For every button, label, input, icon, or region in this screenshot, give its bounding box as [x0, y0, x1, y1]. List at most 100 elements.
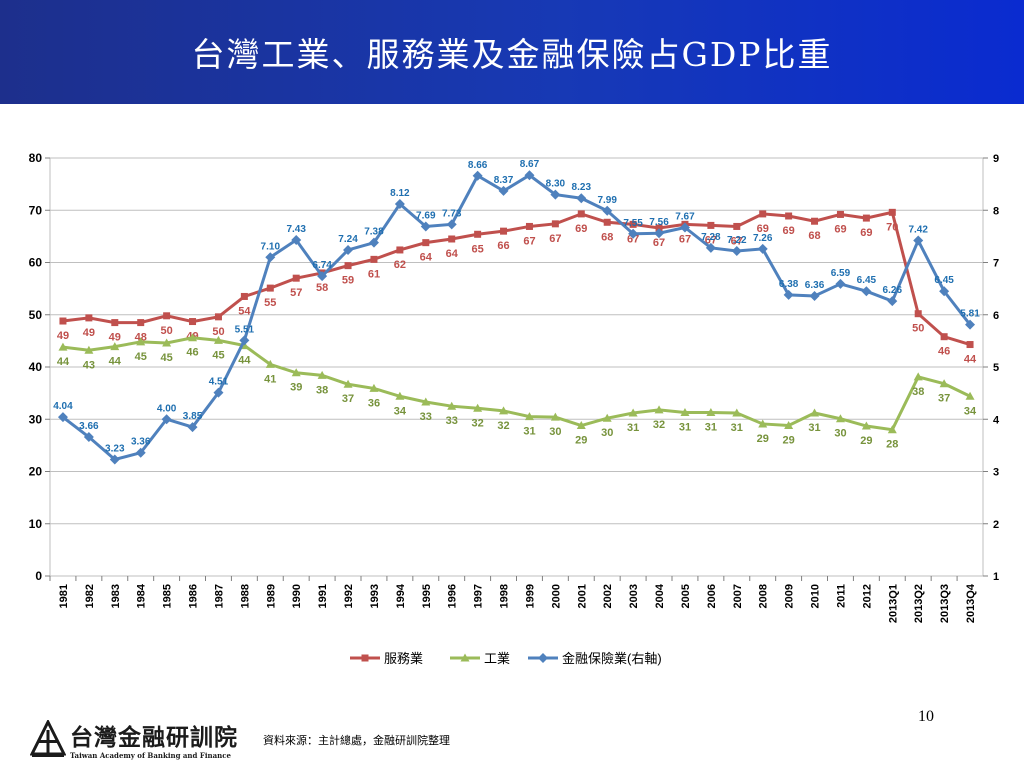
data-label: 68 — [601, 231, 613, 243]
data-label: 6.74 — [312, 260, 332, 271]
data-point — [939, 379, 949, 388]
data-label: 3.36 — [131, 437, 151, 448]
data-point — [550, 412, 560, 421]
y-left-tick-label: 70 — [29, 203, 43, 217]
data-label: 28 — [886, 439, 898, 451]
data-label: 54 — [238, 305, 251, 317]
x-tick-label: 2004 — [654, 583, 666, 608]
x-tick-label: 1983 — [110, 584, 122, 608]
data-label: 8.67 — [520, 159, 540, 170]
data-label: 8.30 — [546, 179, 566, 190]
data-label: 32 — [472, 417, 484, 429]
data-point — [861, 286, 872, 297]
data-label: 29 — [575, 435, 587, 447]
data-point — [472, 170, 483, 181]
y-right-tick-label: 3 — [993, 467, 999, 479]
data-point — [836, 210, 844, 218]
y-left-tick-label: 60 — [29, 256, 43, 270]
data-label: 67 — [653, 237, 665, 249]
data-label: 50 — [912, 323, 924, 335]
data-point — [862, 214, 870, 222]
data-label: 69 — [575, 223, 587, 235]
data-label: 31 — [705, 421, 717, 433]
series-1: 4949494850495054555758596162646465666767… — [57, 208, 977, 366]
legend-label: 服務業 — [384, 651, 423, 666]
y-left-tick-label: 50 — [29, 308, 43, 322]
data-point — [110, 342, 120, 351]
data-point — [59, 317, 67, 325]
data-point — [448, 235, 456, 243]
logo: 台灣金融研訓院 Taiwan Academy of Banking and Fi… — [29, 718, 270, 764]
legend-label: 金融保險業(右軸) — [562, 651, 662, 666]
data-point — [83, 432, 94, 443]
data-label: 8.23 — [572, 182, 592, 193]
legend-marker — [538, 653, 548, 663]
data-point — [136, 337, 146, 346]
data-point — [733, 222, 741, 230]
data-point — [317, 271, 328, 282]
x-tick-label: 2002 — [602, 584, 614, 608]
data-label: 49 — [83, 327, 95, 339]
x-tick-label: 2013Q4 — [965, 583, 977, 623]
data-point — [551, 220, 559, 228]
data-label: 69 — [860, 227, 872, 239]
data-point — [628, 228, 639, 239]
data-label: 67 — [523, 235, 535, 247]
data-label: 67 — [549, 233, 561, 245]
data-label: 67 — [627, 233, 639, 245]
data-point — [576, 421, 586, 430]
data-point — [757, 243, 768, 254]
data-label: 38 — [912, 386, 924, 398]
data-label: 50 — [212, 326, 224, 338]
y-right-tick-label: 2 — [993, 519, 999, 531]
data-point — [422, 239, 430, 247]
data-point — [680, 407, 690, 416]
data-point — [265, 252, 276, 263]
data-label: 3.23 — [105, 443, 125, 454]
data-point — [370, 255, 378, 263]
data-point — [292, 274, 300, 282]
data-point — [214, 313, 222, 321]
data-point — [137, 319, 145, 327]
data-point — [913, 372, 923, 381]
data-label: 7.10 — [261, 241, 281, 252]
data-label: 34 — [394, 405, 407, 417]
data-point — [887, 425, 897, 434]
y-left-tick-label: 0 — [35, 569, 42, 583]
data-label: 45 — [212, 349, 224, 361]
data-point — [343, 244, 354, 255]
data-point — [163, 312, 171, 320]
y-left-tick-label: 80 — [29, 151, 43, 165]
x-tick-label: 2010 — [810, 584, 822, 608]
data-label: 38 — [316, 384, 328, 396]
data-point — [213, 335, 223, 344]
data-label: 69 — [757, 223, 769, 235]
x-tick-label: 1996 — [447, 584, 459, 608]
data-label: 39 — [290, 382, 302, 394]
data-label: 44 — [964, 354, 977, 366]
data-point — [913, 235, 924, 246]
data-point — [810, 408, 820, 417]
x-tick-label: 1991 — [317, 584, 329, 608]
y-left-tick-label: 10 — [29, 517, 43, 531]
data-label: 64 — [446, 248, 459, 260]
data-label: 37 — [938, 393, 950, 405]
data-point — [654, 405, 664, 414]
data-label: 7.22 — [727, 235, 747, 246]
data-label: 67 — [679, 233, 691, 245]
data-point — [396, 246, 404, 254]
x-tick-label: 2005 — [680, 584, 692, 608]
y-left-tick-label: 30 — [29, 412, 43, 426]
data-label: 46 — [186, 347, 198, 359]
x-tick-label: 2001 — [576, 584, 588, 608]
x-tick-label: 2009 — [784, 584, 796, 608]
data-label: 30 — [834, 428, 846, 440]
data-label: 69 — [783, 225, 795, 237]
x-tick-label: 2011 — [835, 584, 847, 608]
data-point — [343, 379, 353, 388]
data-label: 6.26 — [883, 285, 903, 296]
source-note: 資料來源：主計總處，金融研訓院整理 — [263, 734, 450, 747]
data-label: 69 — [834, 223, 846, 235]
data-label: 7.55 — [623, 218, 643, 229]
data-point — [291, 235, 302, 246]
